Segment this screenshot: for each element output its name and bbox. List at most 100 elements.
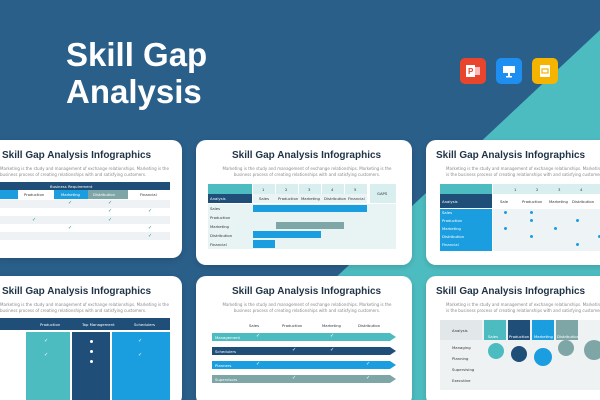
column-number: 2 xyxy=(536,187,539,192)
check-icon: ✓ xyxy=(366,375,371,381)
check-icon: ✓ xyxy=(256,333,261,339)
column-number: 4 xyxy=(580,187,583,192)
bubble xyxy=(558,340,574,356)
column-header: Production xyxy=(522,199,543,204)
table-header: Business Requirement xyxy=(50,184,93,189)
row-label: Marketing xyxy=(210,224,229,229)
column-header: Sales xyxy=(488,334,499,339)
column-header: Top Management xyxy=(82,322,115,327)
row-label: Management xyxy=(215,335,241,340)
bubble xyxy=(488,343,504,359)
google-slides-icon xyxy=(532,58,558,84)
row-label: Planners xyxy=(215,363,232,368)
marker-dot xyxy=(576,243,579,246)
slide-card-1[interactable]: Skill Gap Analysis Infographics Marketin… xyxy=(0,140,182,258)
row-label: Schedulers xyxy=(215,349,236,354)
slide-title: Skill Gap Analysis Infographics xyxy=(232,286,382,297)
bubble xyxy=(511,346,527,362)
check-icon: ✓ xyxy=(138,352,143,358)
check-icon: ✓ xyxy=(366,361,371,367)
check-icon: ✓ xyxy=(138,338,143,344)
slide-description: Marketing is the study and management of… xyxy=(446,166,600,177)
column-header: Analysis xyxy=(442,199,458,204)
svg-text:P: P xyxy=(468,67,474,76)
row-label: Supervisors xyxy=(215,377,238,382)
column-header: Distribution xyxy=(93,192,116,197)
slide-title: Skill Gap Analysis Infographics xyxy=(436,150,586,161)
column-header: Production xyxy=(40,322,61,327)
column-number: 3 xyxy=(308,187,311,192)
check-icon: ✓ xyxy=(256,361,261,367)
banner-title-line2: Analysis xyxy=(66,73,202,110)
slide-title: Skill Gap Analysis Infographics xyxy=(232,150,382,161)
slide-card-2[interactable]: Skill Gap Analysis Infographics Marketin… xyxy=(196,140,412,265)
column-number: 1 xyxy=(514,187,517,192)
row-label: Financial xyxy=(442,242,459,247)
column-header: Distribution xyxy=(358,323,381,328)
column-number: 2 xyxy=(285,187,288,192)
row-label: Sales xyxy=(442,210,453,215)
column-header: Production xyxy=(278,196,299,201)
gaps-label: GAPS xyxy=(377,191,388,196)
marker-dot xyxy=(530,211,533,214)
check-icon: ✓ xyxy=(148,208,153,214)
slide-card-6[interactable]: Skill Gap Analysis Infographics Marketin… xyxy=(426,276,600,400)
column-header: Financial xyxy=(348,196,365,201)
column-header: Schedulers xyxy=(134,322,155,327)
slide-description: Marketing is the study and management of… xyxy=(222,302,392,313)
slide-description: Marketing is the study and management of… xyxy=(222,166,392,177)
marker-dot xyxy=(530,219,533,222)
column-number: 5 xyxy=(354,187,357,192)
column-header: Distribution xyxy=(324,196,347,201)
column-number: 3 xyxy=(558,187,561,192)
marker-dot xyxy=(90,350,93,353)
check-icon: ✓ xyxy=(44,352,49,358)
slide-card-3[interactable]: Skill Gap Analysis Infographics Marketin… xyxy=(426,140,600,265)
table-header: Analysis xyxy=(452,328,468,333)
row-label: Planning xyxy=(452,356,469,361)
slide-title: Skill Gap Analysis Infographics xyxy=(436,286,586,297)
bubble xyxy=(584,340,600,360)
check-icon: ✓ xyxy=(292,347,297,353)
row-label: Distribution xyxy=(210,233,233,238)
marker-dot xyxy=(90,340,93,343)
banner-title-line1: Skill Gap xyxy=(66,36,208,73)
slide-card-5[interactable]: Skill Gap Analysis Infographics Marketin… xyxy=(196,276,412,400)
column-header: Marketing xyxy=(549,199,568,204)
column-header: Sales xyxy=(259,196,270,201)
marker-dot xyxy=(504,227,507,230)
column-header: Financial xyxy=(140,192,157,197)
keynote-icon xyxy=(496,58,522,84)
column-number: 1 xyxy=(262,187,265,192)
slide-description: Marketing is the study and management of… xyxy=(0,166,169,177)
check-icon: ✓ xyxy=(108,200,113,206)
row-label: Sales xyxy=(210,206,221,211)
marker-dot xyxy=(598,235,600,238)
arrow-rows xyxy=(212,333,396,383)
column-header: Sale xyxy=(500,199,509,204)
app-icons: P xyxy=(460,58,558,84)
row-label: Managing xyxy=(452,345,471,350)
column-header: Marketing xyxy=(61,192,80,197)
column-header: Production xyxy=(24,192,45,197)
marker-dot xyxy=(504,211,507,214)
column-header: Marketing xyxy=(534,334,553,339)
check-icon: ✓ xyxy=(108,208,113,214)
banner-title: Skill Gap Analysis xyxy=(66,36,207,110)
bubble xyxy=(534,348,552,366)
slide-card-4[interactable]: Skill Gap Analysis Infographics Marketin… xyxy=(0,276,182,400)
check-icon: ✓ xyxy=(68,200,73,206)
row-label: Distribution xyxy=(442,234,465,239)
row-label: Production xyxy=(210,215,231,220)
row-label: Financial xyxy=(210,242,227,247)
column-header: Production xyxy=(509,334,530,339)
column-header: Distribution xyxy=(557,334,580,339)
check-icon: ✓ xyxy=(148,233,153,239)
marker-dot xyxy=(554,227,557,230)
check-icon: ✓ xyxy=(148,225,153,231)
marker-dot xyxy=(576,219,579,222)
slide-description: Marketing is the study and management of… xyxy=(0,302,169,313)
marker-dot xyxy=(530,235,533,238)
column-header: Production xyxy=(282,323,303,328)
check-icon: ✓ xyxy=(68,225,73,231)
